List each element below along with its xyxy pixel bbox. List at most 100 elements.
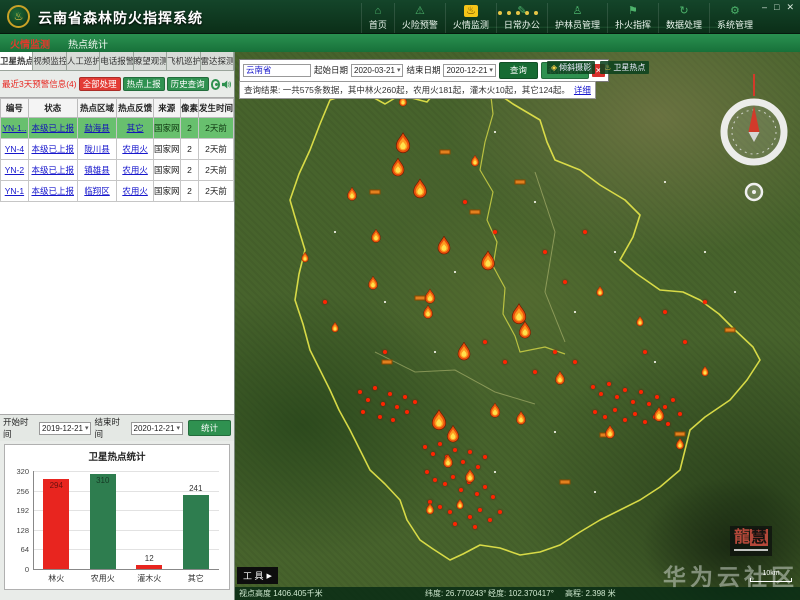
map-end-date-select[interactable]: 2020-12-21 ▾ (443, 63, 496, 77)
statistics-button[interactable]: 统计 (187, 419, 231, 437)
cell[interactable]: 本级已上报 (27, 159, 78, 181)
cell[interactable]: YN-1.. (0, 117, 29, 139)
cell[interactable]: 其它 (116, 117, 154, 139)
column-header[interactable]: 编号 (0, 98, 29, 118)
column-header[interactable]: 热点反馈 (116, 98, 154, 118)
cell[interactable]: YN-1 (0, 180, 29, 202)
map-start-date-select[interactable]: 2020-03-21 ▾ (351, 63, 404, 77)
subtab[interactable]: 飞机巡护 (167, 52, 201, 70)
fire-flame-icon[interactable] (301, 250, 310, 268)
map-canvas[interactable]: 起始日期 2020-03-21▾ 结束日期 2020-12-21▾ 查询 表格展… (235, 52, 800, 600)
cell[interactable]: 临翔区 (76, 180, 118, 202)
fire-flame-icon[interactable] (596, 284, 605, 302)
nav-item-home[interactable]: ⌂ 首页 (360, 3, 394, 33)
hotspot-row[interactable]: YN-1 本级已上报 临翔区 农用火 国家网 2 2天前 (0, 180, 234, 202)
cell[interactable]: YN-4 (0, 138, 29, 160)
cell[interactable]: 农用火 (116, 159, 154, 181)
column-header[interactable]: 发生时间 (197, 98, 234, 118)
close-button[interactable]: ✕ (786, 2, 794, 12)
subtab[interactable]: 电话报警 (100, 52, 134, 70)
cell[interactable]: 农用火 (116, 138, 154, 160)
cell[interactable]: 农用火 (116, 180, 154, 202)
fire-flame-icon[interactable] (331, 320, 340, 338)
layer-toggle-oblique-photo[interactable]: ◈ 倾斜摄影 (547, 61, 596, 74)
minimize-button[interactable]: – (762, 2, 768, 12)
subtab[interactable]: 人工巡护 (66, 52, 101, 70)
end-date-select[interactable]: 2020-12-21 ▾ (130, 421, 183, 435)
fire-flame-icon[interactable] (510, 302, 528, 332)
fire-flame-icon[interactable] (370, 228, 382, 249)
fire-flame-icon[interactable] (480, 249, 497, 277)
fire-flame-icon[interactable] (518, 320, 533, 345)
column-header[interactable]: 热点区域 (76, 98, 118, 118)
chevron-down-icon: ▾ (176, 425, 180, 432)
fire-flame-icon[interactable] (701, 364, 710, 382)
fire-flame-icon[interactable] (675, 436, 685, 455)
subtab[interactable]: 卫星热点 (0, 52, 34, 70)
fire-flame-icon[interactable] (367, 275, 379, 296)
fire-flame-icon[interactable] (470, 153, 480, 172)
fire-flame-icon[interactable] (554, 370, 566, 391)
hotspot-row[interactable]: YN-2 本级已上报 镇雄县 农用火 国家网 2 2天前 (0, 159, 234, 181)
speaker-icon[interactable] (222, 79, 232, 90)
nav-item-fire-monitor[interactable]: ♨ 火情监测 (444, 3, 496, 33)
nav-item-ranger[interactable]: ♙ 护林员管理 (546, 3, 607, 33)
cell[interactable]: 本级已上报 (27, 117, 78, 139)
subtab[interactable]: 视频监控 (33, 52, 67, 70)
fire-flame-icon[interactable] (430, 408, 448, 438)
start-date-select[interactable]: 2019-12-21 ▾ (39, 421, 92, 435)
record-icon[interactable] (210, 78, 221, 90)
fire-flame-icon[interactable] (390, 157, 406, 183)
nav-item-data-process[interactable]: ↻ 数据处理 (657, 3, 709, 33)
column-header[interactable]: 像素 (179, 98, 199, 118)
handle-all-button[interactable]: 全部处理 (78, 76, 121, 92)
nav-item-fire-warning[interactable]: ⚠ 火险预警 (393, 3, 445, 33)
fire-flame-icon[interactable] (424, 288, 437, 310)
fire-flame-icon[interactable] (653, 406, 666, 428)
fire-flame-icon[interactable] (394, 131, 412, 161)
hotspot-row[interactable]: YN-4 本级已上报 陇川县 农用火 国家网 2 2天前 (0, 138, 234, 160)
nav-item-settings-gear[interactable]: ⚙ 系统管理 (708, 3, 760, 33)
y-axis-tick: 320 (16, 467, 29, 476)
fire-flame-icon[interactable] (604, 424, 616, 445)
fire-flame-icon[interactable] (636, 314, 645, 332)
nav-item-command-flag[interactable]: ⚑ 扑火指挥 (606, 3, 658, 33)
fire-flame-icon[interactable] (456, 497, 465, 515)
fire-flame-icon[interactable] (346, 186, 358, 207)
cell[interactable]: 镇雄县 (76, 159, 118, 181)
cell[interactable]: 本级已上报 (27, 180, 78, 202)
cell[interactable]: 陇川县 (76, 138, 118, 160)
fire-flame-icon[interactable] (412, 177, 429, 205)
fire-flame-icon[interactable] (436, 235, 452, 261)
fire-flame-icon[interactable] (422, 304, 434, 325)
fire-flame-icon[interactable] (489, 402, 502, 424)
tools-button[interactable]: 工 具 ▶ (237, 567, 278, 584)
history-query-button[interactable]: 历史查询 (166, 76, 209, 92)
subtab[interactable]: 雷达探测 (200, 52, 234, 70)
cell[interactable]: 勐海县 (76, 117, 118, 139)
fire-flame-icon[interactable] (456, 341, 472, 367)
fire-flame-icon[interactable] (425, 501, 435, 520)
query-button[interactable]: 查询 (498, 62, 538, 79)
fire-flame-icon[interactable] (464, 468, 476, 489)
column-header[interactable]: 状态 (27, 98, 78, 118)
result-detail-link[interactable]: 详细 (573, 85, 591, 95)
tab-hotspot-statistics[interactable]: 热点统计 (68, 39, 108, 51)
hotspot-row[interactable]: YN-1.. 本级已上报 勐海县 其它 国家网 2 2天前 (0, 117, 234, 139)
maximize-button[interactable]: □ (774, 2, 780, 12)
layer-toggle-satellite-hotspot[interactable]: ♨ 卫星热点 (600, 61, 650, 74)
hotspot-report-button[interactable]: 热点上报 (122, 76, 165, 92)
nav-item-office[interactable]: ✎ 日常办公 (495, 3, 547, 33)
cell[interactable]: YN-2 (0, 159, 29, 181)
cell[interactable]: 本级已上报 (27, 138, 78, 160)
fire-flame-icon[interactable] (515, 410, 527, 431)
fire-flame-icon[interactable] (442, 453, 454, 474)
tab-fire-monitoring[interactable]: 火情监测 (10, 39, 50, 51)
compass-control[interactable] (714, 74, 794, 224)
column-header[interactable]: 来源 (152, 98, 181, 118)
chevron-down-icon: ▾ (489, 67, 493, 75)
fire-flame-icon[interactable] (446, 424, 461, 449)
subtab[interactable]: 瞭望观测 (133, 52, 168, 70)
region-search-input[interactable] (243, 63, 311, 77)
